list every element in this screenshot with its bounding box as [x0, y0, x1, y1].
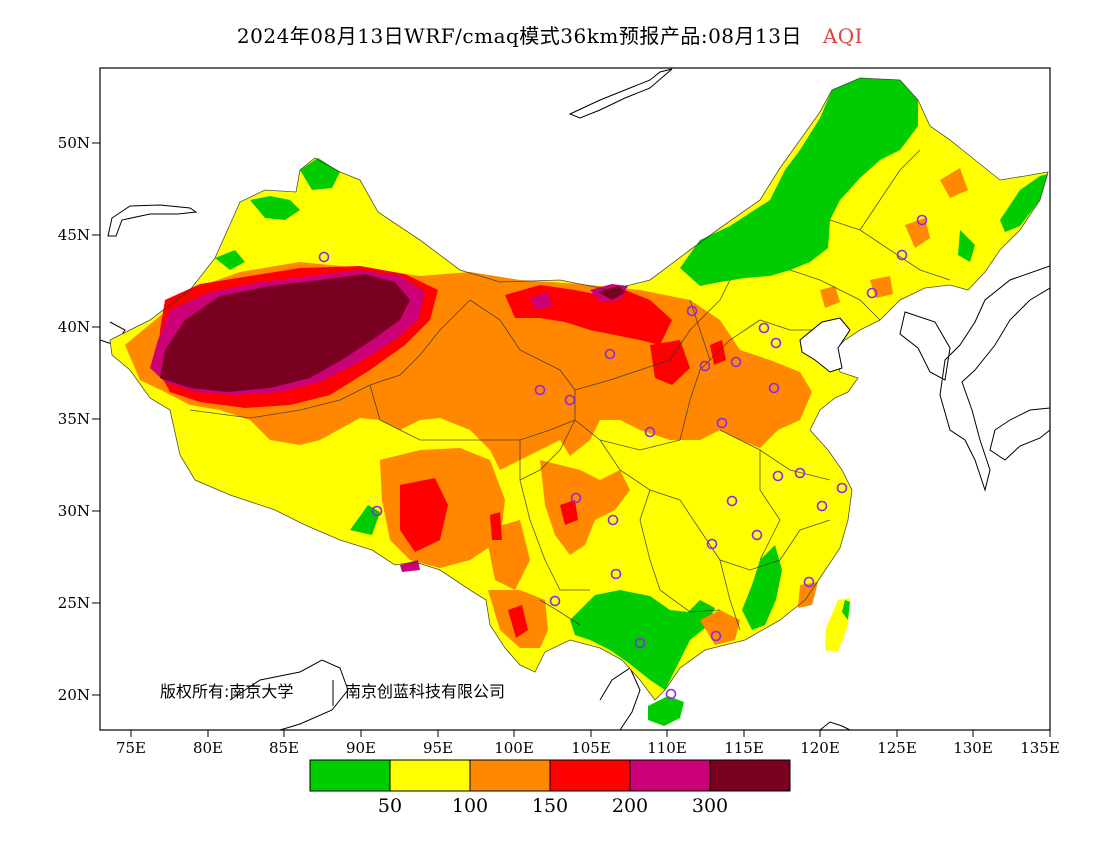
- lat-tick-label: 35N: [58, 410, 90, 428]
- color-legend: 50 100 150 200 300: [309, 759, 791, 817]
- legend-swatch: [549, 759, 631, 792]
- legend-label: 50: [378, 795, 402, 817]
- station-marker: [534, 384, 546, 396]
- copyright-left: 版权所有:南京大学: [160, 682, 293, 701]
- lon-tick-label: 135E: [1020, 739, 1060, 757]
- station-marker: [896, 249, 908, 261]
- station-marker: [730, 356, 742, 368]
- lat-tick-label: 25N: [58, 594, 90, 612]
- title-variable: AQI: [822, 24, 864, 48]
- lat-tick-label: 30N: [58, 502, 90, 520]
- station-marker: [699, 360, 711, 372]
- station-marker: [706, 538, 718, 550]
- station-marker: [916, 214, 928, 226]
- legend-swatch: [309, 759, 391, 792]
- aqi-region-hazardous: [160, 274, 410, 392]
- lat-tick-label: 40N: [58, 318, 90, 336]
- map-title: 2024年08月13日WRF/cmaq模式36km预报产品:08月13日 AQI: [0, 20, 1100, 49]
- lon-tick-label: 100E: [494, 739, 534, 757]
- lat-tick-label: 50N: [58, 134, 90, 152]
- legend-label: 100: [452, 795, 488, 817]
- legend-swatch: [469, 759, 551, 792]
- lat-tick-label: 20N: [58, 686, 90, 704]
- station-marker: [770, 337, 782, 349]
- map-frame: [99, 67, 1051, 731]
- station-marker: [726, 495, 738, 507]
- station-marker: [318, 251, 330, 263]
- station-marker: [686, 305, 698, 317]
- legend-label: 200: [612, 795, 648, 817]
- longitude-axis: 75E 80E 85E 90E 95E 100E 105E 110E 115E …: [116, 730, 1060, 757]
- legend-swatch: [629, 759, 711, 792]
- station-marker: [794, 467, 806, 479]
- station-marker: [758, 322, 770, 334]
- station-marker: [836, 482, 848, 494]
- legend-label: 300: [692, 795, 728, 817]
- coastlines: [100, 68, 1050, 730]
- aqi-region-good-south: [570, 590, 715, 690]
- lat-tick-label: 45N: [58, 226, 90, 244]
- title-main: 2024年08月13日WRF/cmaq模式36km预报产品:08月13日: [236, 24, 802, 48]
- lon-tick-label: 80E: [193, 739, 223, 757]
- station-marker: [768, 382, 780, 394]
- station-marker: [570, 492, 582, 504]
- station-marker: [803, 576, 815, 588]
- station-marker: [371, 505, 383, 517]
- station-marker: [564, 394, 576, 406]
- station-marker: [710, 630, 722, 642]
- station-marker: [816, 500, 828, 512]
- lon-tick-label: 90E: [346, 739, 376, 757]
- lon-tick-label: 105E: [571, 739, 611, 757]
- copyright-right: 南京创蓝科技有限公司: [345, 682, 505, 701]
- lon-tick-label: 85E: [269, 739, 299, 757]
- map-content: 版权所有:南京大学 南京创蓝科技有限公司: [100, 68, 1050, 730]
- station-marker: [644, 426, 656, 438]
- latitude-axis: 50N 45N 40N 35N 30N 25N 20N: [58, 134, 100, 704]
- lon-tick-label: 110E: [647, 739, 687, 757]
- station-marker: [716, 417, 728, 429]
- station-marker: [634, 637, 646, 649]
- station-marker: [772, 470, 784, 482]
- lon-tick-label: 125E: [877, 739, 917, 757]
- station-marker: [751, 529, 763, 541]
- aqi-fill-layers: [110, 78, 1048, 726]
- lon-tick-label: 95E: [423, 739, 453, 757]
- station-marker: [610, 568, 622, 580]
- lon-tick-label: 120E: [800, 739, 840, 757]
- lon-tick-label: 115E: [724, 739, 764, 757]
- station-marker: [607, 514, 619, 526]
- legend-label: 150: [532, 795, 568, 817]
- lon-tick-label: 130E: [953, 739, 993, 757]
- station-markers: [318, 214, 928, 700]
- lon-tick-label: 75E: [116, 739, 146, 757]
- station-marker: [604, 348, 616, 360]
- station-marker: [665, 688, 677, 700]
- legend-swatch: [709, 759, 791, 792]
- aqi-region-good-northeast: [680, 78, 918, 286]
- station-marker: [549, 595, 561, 607]
- legend-swatch: [389, 759, 471, 792]
- station-marker: [866, 287, 878, 299]
